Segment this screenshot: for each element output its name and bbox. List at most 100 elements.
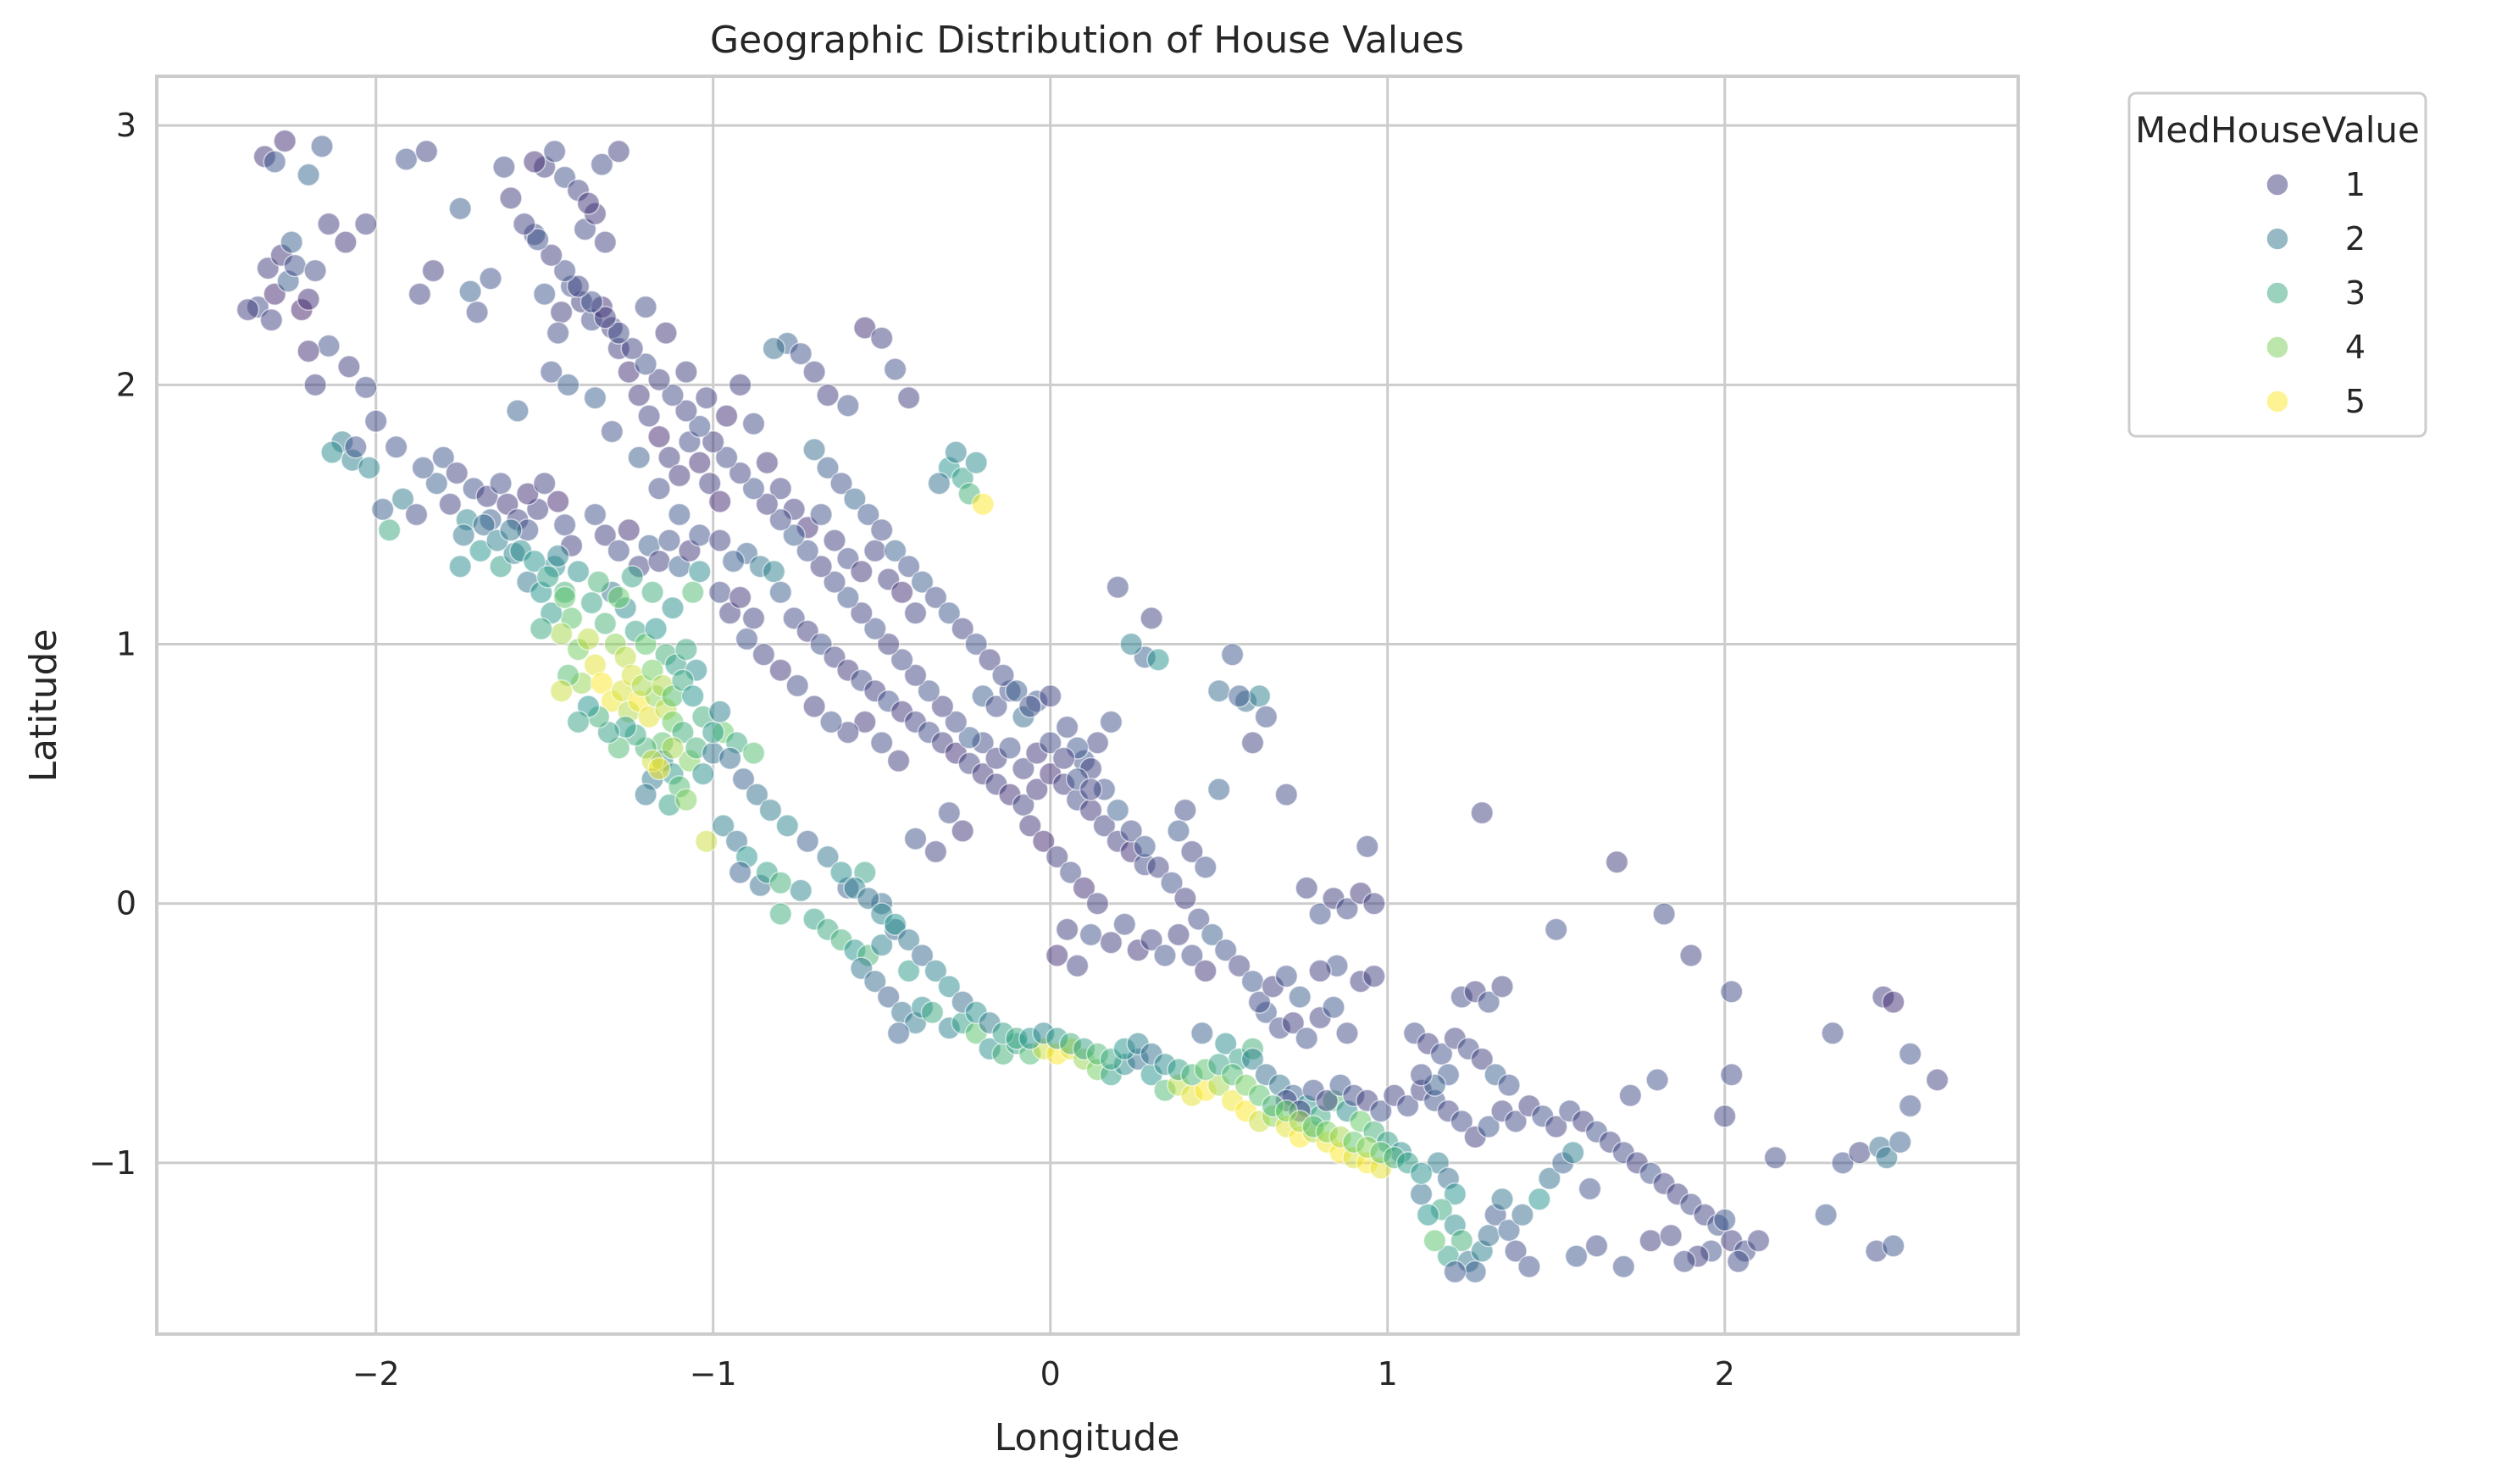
data-point — [768, 580, 793, 605]
data-point — [1659, 1223, 1683, 1248]
data-point — [789, 341, 813, 366]
data-point — [857, 886, 880, 911]
data-point — [927, 471, 951, 496]
data-point — [529, 617, 553, 640]
data-point — [1119, 632, 1143, 656]
data-point — [593, 306, 618, 329]
data-point — [452, 523, 475, 547]
grid — [157, 76, 2018, 1334]
legend: MedHouseValue 1 2 3 4 5 — [2127, 91, 2427, 438]
data-point — [823, 529, 846, 552]
data-point — [363, 409, 388, 433]
data-point — [404, 502, 429, 527]
data-point — [523, 150, 546, 174]
data-point — [532, 471, 557, 496]
data-point — [707, 580, 732, 605]
data-point — [576, 627, 601, 651]
data-point — [641, 580, 664, 605]
data-point — [1925, 1068, 1950, 1092]
data-point — [499, 518, 523, 542]
data-point — [1362, 891, 1386, 916]
data-point — [1167, 819, 1190, 843]
data-point — [1240, 731, 1265, 755]
data-point — [1173, 798, 1197, 822]
data-point — [1220, 643, 1245, 667]
data-point — [317, 212, 341, 236]
data-point — [489, 471, 513, 496]
data-point — [1295, 1027, 1318, 1050]
data-point — [752, 643, 776, 667]
data-point — [714, 446, 739, 469]
data-point — [701, 429, 725, 454]
data-point — [542, 140, 567, 163]
data-point — [883, 357, 907, 381]
data-point — [668, 463, 691, 488]
data-point — [796, 829, 819, 853]
data-point — [593, 230, 618, 254]
data-point — [1409, 1161, 1434, 1185]
data-point — [1194, 856, 1217, 879]
data-point — [681, 580, 705, 605]
data-point — [1295, 876, 1318, 900]
data-point — [728, 861, 752, 884]
data-point — [1206, 678, 1231, 703]
x-tick-label: −2 — [352, 1355, 400, 1393]
data-point — [890, 648, 914, 672]
data-point — [985, 695, 1008, 718]
data-point — [546, 321, 570, 345]
data-point — [863, 617, 887, 640]
data-point — [523, 549, 546, 573]
data-point — [1497, 1218, 1521, 1243]
data-point — [259, 308, 284, 332]
data-point — [580, 290, 604, 314]
data-point — [438, 492, 463, 516]
data-point — [910, 944, 935, 967]
data-point — [1099, 710, 1123, 734]
data-point — [1227, 954, 1251, 977]
data-point — [896, 928, 921, 952]
data-point — [516, 482, 540, 506]
data-point — [448, 554, 472, 579]
data-point — [469, 539, 492, 563]
data-point — [546, 544, 570, 568]
data-point — [337, 355, 361, 379]
x-tick-label: 0 — [1040, 1355, 1061, 1393]
data-point — [634, 783, 657, 806]
data-point — [583, 502, 607, 527]
data-point — [768, 477, 793, 501]
legend-marker — [2266, 390, 2289, 413]
data-point — [647, 549, 671, 573]
data-point — [869, 518, 894, 542]
data-point — [1213, 939, 1238, 962]
data-point — [546, 490, 570, 513]
data-point — [823, 570, 846, 594]
data-point — [755, 492, 779, 516]
data-point — [1429, 1042, 1454, 1066]
data-point — [1045, 944, 1069, 967]
data-point — [745, 783, 769, 806]
data-point — [1281, 1011, 1306, 1035]
data-point — [1544, 1115, 1568, 1138]
data-point — [1240, 1047, 1265, 1071]
data-point — [964, 451, 988, 474]
data-point — [903, 663, 928, 688]
data-point — [1153, 944, 1177, 967]
data-point — [354, 212, 378, 236]
y-tick-label: −1 — [89, 1144, 136, 1182]
data-point — [1639, 1229, 1662, 1253]
data-point — [1106, 798, 1130, 822]
data-point — [297, 287, 320, 312]
data-point — [408, 282, 432, 306]
data-point — [607, 585, 631, 610]
data-point — [876, 985, 901, 1009]
data-point — [499, 186, 523, 210]
data-point — [674, 399, 698, 423]
data-point — [910, 570, 935, 594]
data-point — [620, 336, 644, 361]
data-point — [535, 565, 560, 589]
data-point — [472, 512, 496, 537]
data-point — [785, 673, 809, 698]
data-point — [1140, 606, 1163, 630]
data-point — [303, 258, 327, 283]
data-point — [1099, 930, 1123, 955]
